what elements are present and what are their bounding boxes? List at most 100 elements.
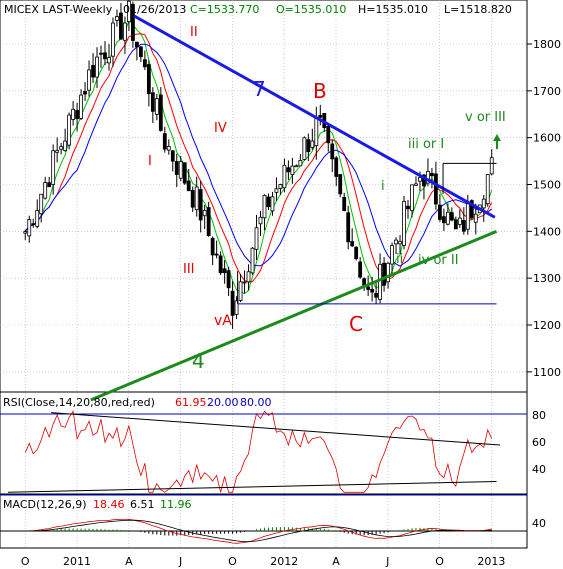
macd-label: MACD(12,26,9) <box>3 498 87 511</box>
macd-panel <box>0 493 528 549</box>
candle-body <box>150 92 155 112</box>
candle-body <box>182 162 187 184</box>
v-or-III-label: v or III <box>465 110 506 125</box>
svg-text:MICEX LAST-Weekly: MICEX LAST-Weekly <box>4 3 113 16</box>
candle-body <box>318 114 323 118</box>
candle-body <box>47 182 52 188</box>
grid-lines <box>0 0 527 548</box>
candle-body <box>350 241 355 247</box>
trendline-7 <box>133 14 496 219</box>
candle-body <box>71 108 76 120</box>
candle-body <box>330 143 335 160</box>
iv-or-II-label: iv or II <box>418 253 459 268</box>
rsi-tick-60: 60 <box>532 436 546 449</box>
macd-signal-line <box>25 519 492 542</box>
candle-body <box>194 186 199 211</box>
candle-body <box>278 184 283 189</box>
price-axis: 1100 1200 1300 1400 1500 1600 1700 1800 <box>527 38 561 379</box>
candle-body <box>362 278 367 286</box>
candle-body <box>366 286 371 290</box>
price-tick-label: 1600 <box>533 132 561 145</box>
time-tick-label: 2013 <box>477 555 505 568</box>
candle-body <box>43 182 48 199</box>
time-tick-label: O <box>435 555 444 568</box>
candle-body <box>95 56 99 78</box>
candle-body <box>119 12 123 40</box>
candle-body <box>131 3 135 41</box>
candle-body <box>314 118 319 147</box>
ma-slow-line <box>24 43 493 267</box>
ma-mid-line <box>24 33 493 283</box>
candle-body <box>481 198 486 209</box>
chart-symbol: MICEX LAST-Weekly <box>4 3 113 16</box>
candle-body <box>310 140 315 148</box>
candle-body <box>214 253 219 256</box>
candle-body <box>51 150 56 185</box>
candle-body <box>254 227 259 250</box>
candle-body <box>302 137 307 160</box>
wave-IV-label: IV <box>214 121 227 136</box>
rsi-series <box>0 410 527 496</box>
time-tick-label: O <box>21 555 30 568</box>
candle-body <box>346 212 351 243</box>
candle-body <box>298 160 303 167</box>
candle-body <box>111 22 115 57</box>
trendline-4 <box>90 229 498 402</box>
trendline-7-label: 7 <box>253 77 266 101</box>
candle-body <box>342 196 347 211</box>
candle-body <box>306 139 311 153</box>
candle-body <box>218 255 223 274</box>
candle-body <box>146 64 151 95</box>
iii-or-I-label: iii or I <box>408 137 444 152</box>
candle-body <box>123 22 127 41</box>
candle-body <box>457 217 462 225</box>
header-date: 01/26/2013 <box>123 3 186 16</box>
candle-body <box>230 290 235 316</box>
wave-vA-label: vA <box>214 313 232 329</box>
candle-body <box>358 261 363 278</box>
candle-body <box>266 196 271 208</box>
up-arrow-icon <box>493 134 501 149</box>
candle-body <box>67 114 72 146</box>
time-tick-label: O <box>228 555 237 568</box>
header-low: L=1518.820 <box>444 3 512 16</box>
price-tick-label: 1700 <box>533 85 561 98</box>
candle-body <box>354 246 359 260</box>
macd-series <box>0 518 527 544</box>
rsi-trendline-bottom <box>7 481 497 493</box>
header-open: O=1535.010 <box>276 3 346 16</box>
price-tick-label: 1400 <box>533 225 561 238</box>
candle-body <box>434 173 438 205</box>
rsi-panel <box>0 391 528 495</box>
macd-hist: 11.96 <box>160 498 192 511</box>
candle-body <box>31 223 36 226</box>
candle-body <box>174 161 179 175</box>
price-tick-label: 1500 <box>533 179 561 192</box>
time-tick-label: A <box>332 555 340 568</box>
candle-body <box>115 16 119 21</box>
candle-body <box>99 52 103 55</box>
small-ii-label: ii <box>396 252 403 267</box>
candle-body <box>190 189 195 208</box>
wave-B-label: B <box>313 79 327 103</box>
candle-body <box>338 174 343 195</box>
candle-body <box>83 90 87 95</box>
macd-value: 18.46 <box>93 498 125 511</box>
candle-body <box>441 216 446 224</box>
price-tick-label: 1100 <box>533 366 561 379</box>
candle-body <box>262 195 267 219</box>
candle-body <box>158 94 163 131</box>
small-i-label: i <box>381 179 385 194</box>
candle-body <box>142 59 147 68</box>
time-tick-label: J <box>178 555 182 568</box>
candle-body <box>103 52 107 60</box>
candle-body <box>282 164 287 189</box>
candle-body <box>398 240 402 245</box>
candle-body <box>489 157 494 175</box>
rsi-tick-80: 80 <box>532 409 546 422</box>
candle-body <box>210 237 215 256</box>
candle-body <box>202 210 207 217</box>
candle-body <box>222 268 227 274</box>
candle-body <box>422 174 426 187</box>
